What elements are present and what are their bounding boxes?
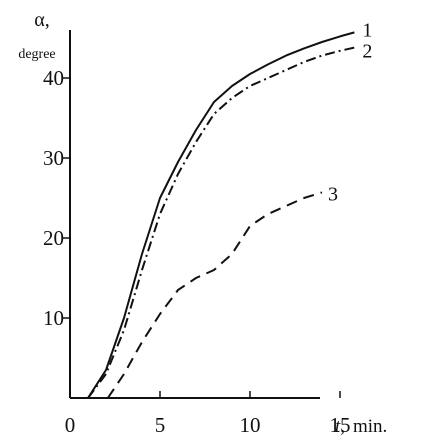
axes: [69, 30, 320, 399]
series-3-label: 3: [328, 183, 338, 205]
series-1-label: 1: [362, 19, 372, 41]
y-tick-label: 10: [43, 306, 64, 330]
series-3-line: [106, 191, 323, 399]
x-tick-label: 10: [240, 413, 261, 437]
series-lines: 12 3: [87, 19, 372, 399]
x-axis-symbol: t,: [335, 416, 345, 437]
x-tick-label: 15: [330, 413, 351, 437]
x-tick-label: 5: [155, 413, 166, 437]
series-2-line: [87, 46, 355, 399]
y-tick-label: 20: [43, 226, 64, 250]
y-tick-label: 40: [43, 66, 64, 90]
y-axis-unit: degree: [18, 47, 55, 62]
y-tick-label: 30: [43, 146, 64, 170]
x-tick-label: 0: [65, 413, 76, 437]
series-2-label: 2: [362, 41, 372, 63]
y-axis-symbol: α,: [34, 9, 49, 31]
ticks: 0 5 10 15 10 20 30 40: [43, 66, 351, 437]
series-1-line: [87, 31, 355, 399]
x-axis-unit: min.: [353, 416, 387, 437]
